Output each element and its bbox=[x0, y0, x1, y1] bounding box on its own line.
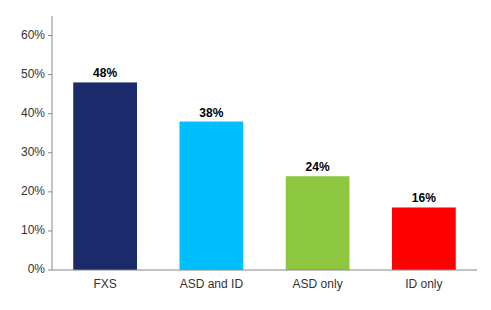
x-tick-label: FXS bbox=[93, 277, 116, 291]
x-tick-label: ASD and ID bbox=[180, 277, 244, 291]
data-label: 24% bbox=[306, 160, 330, 174]
data-label: 48% bbox=[93, 66, 117, 80]
y-tick bbox=[48, 35, 52, 36]
y-tick bbox=[48, 152, 52, 153]
y-tick-label: 0% bbox=[28, 262, 46, 276]
data-label: 38% bbox=[199, 106, 223, 120]
x-axis-line bbox=[52, 270, 477, 271]
x-tick-label: ID only bbox=[405, 277, 442, 291]
y-tick bbox=[48, 74, 52, 75]
y-tick-label: 20% bbox=[21, 184, 45, 198]
data-label: 16% bbox=[412, 191, 436, 205]
y-tick bbox=[48, 113, 52, 114]
y-tick-label: 40% bbox=[21, 106, 45, 120]
x-tick-label: ASD only bbox=[293, 277, 343, 291]
y-tick bbox=[48, 270, 52, 271]
bar bbox=[286, 176, 350, 270]
y-tick-label: 50% bbox=[21, 67, 45, 81]
bar bbox=[392, 207, 456, 270]
bar bbox=[180, 122, 244, 270]
y-tick bbox=[48, 191, 52, 192]
y-tick-label: 30% bbox=[21, 145, 45, 159]
y-tick-label: 10% bbox=[21, 223, 45, 237]
y-axis-line bbox=[52, 16, 53, 270]
bar bbox=[73, 82, 137, 270]
y-tick bbox=[48, 230, 52, 231]
chart: 0% 10% 20% 30% 40% 50% 60% FXS ASD and ID ASD onl… bbox=[0, 0, 491, 310]
y-tick-label: 60% bbox=[21, 28, 45, 42]
